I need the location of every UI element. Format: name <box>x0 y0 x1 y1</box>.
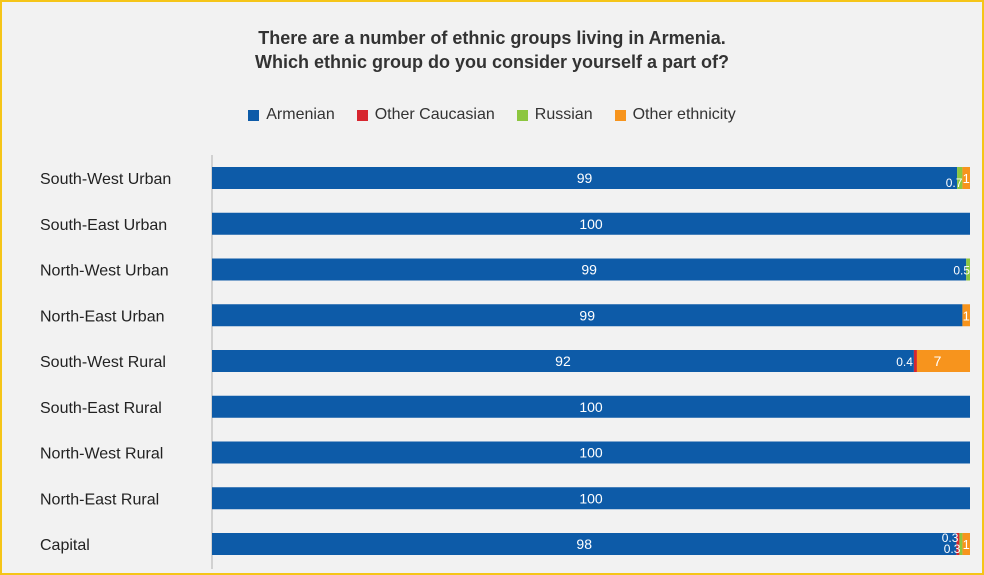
bar-other-ethnicity-capital <box>962 533 970 555</box>
data-label-armenian-south-west-urban: 99 <box>577 170 593 186</box>
chart-title-line-2: Which ethnic group do you consider yours… <box>254 52 730 72</box>
data-label-russian-north-west-urban: 0.5 <box>953 264 970 278</box>
category-label-south-east-urban: South-East Urban <box>40 217 167 234</box>
data-label-armenian-north-east-rural: 100 <box>579 490 603 506</box>
data-label-other-ethnicity-south-west-rural: 7 <box>934 353 942 369</box>
legend-swatch-russian <box>516 109 528 121</box>
chart-title-line-1: There are a number of ethnic groups livi… <box>258 28 726 48</box>
chart-title: There are a number of ethnic groups livi… <box>2 26 982 74</box>
data-label-armenian-north-west-urban: 99 <box>581 262 597 278</box>
bar-other-ethnicity-south-west-urban <box>962 167 970 189</box>
data-label-other-ethnicity-south-west-urban: 1 <box>963 171 970 186</box>
legend-swatch-other-ethnicity <box>614 109 626 121</box>
bar-armenian-south-west-rural <box>212 350 914 372</box>
category-label-north-east-rural: North-East Rural <box>40 491 159 508</box>
category-label-south-east-rural: South-East Rural <box>40 400 162 417</box>
data-label-russian-south-west-urban: 0.7 <box>946 176 963 190</box>
bar-armenian-north-east-rural <box>212 487 970 510</box>
category-label-north-east-urban: North-East Urban <box>40 308 165 325</box>
bar-other-caucasian-capital <box>956 533 960 555</box>
bar-other-ethnicity-north-east-urban <box>962 304 970 327</box>
legend-item-armenian: Armenian <box>248 106 335 124</box>
data-label-other-caucasian-south-west-rural: 0.4 <box>896 355 913 369</box>
bar-armenian-capital <box>212 533 957 555</box>
data-label-armenian-south-east-rural: 100 <box>579 399 603 415</box>
legend-item-russian: Russian <box>516 106 593 124</box>
data-label-armenian-south-west-rural: 92 <box>555 353 571 369</box>
legend-item-other-caucasian: Other Caucasian <box>356 106 495 124</box>
bar-russian-north-west-urban <box>966 258 970 281</box>
bar-armenian-north-west-rural <box>212 441 970 464</box>
data-label-armenian-south-east-urban: 100 <box>579 216 603 232</box>
data-label-armenian-north-west-rural: 100 <box>579 445 603 461</box>
bar-russian-south-west-urban <box>957 167 963 189</box>
legend-label-other-ethnicity: Other ethnicity <box>632 106 736 123</box>
category-label-capital: Capital <box>40 537 90 554</box>
category-label-north-west-rural: North-West Rural <box>40 446 163 463</box>
data-label-armenian-capital: 98 <box>576 536 592 552</box>
category-label-south-west-urban: South-West Urban <box>40 171 171 188</box>
data-label-armenian-north-east-urban: 99 <box>579 307 595 323</box>
legend-item-other-ethnicity: Other ethnicity <box>614 106 736 124</box>
chart-legend: Armenian Other Caucasian Russian Other e… <box>2 106 982 124</box>
bar-russian-capital <box>959 533 963 555</box>
category-label-south-west-rural: South-West Rural <box>40 354 166 371</box>
legend-swatch-other-caucasian <box>356 109 368 121</box>
legend-swatch-armenian <box>248 109 260 121</box>
bar-armenian-south-east-urban <box>212 212 970 235</box>
bar-armenian-north-west-urban <box>212 258 967 281</box>
bar-armenian-south-east-rural <box>212 395 970 418</box>
bar-armenian-north-east-urban <box>212 304 963 327</box>
bar-other-caucasian-south-west-rural <box>913 350 917 372</box>
legend-label-other-caucasian: Other Caucasian <box>374 106 495 123</box>
bar-other-ethnicity-south-west-rural <box>916 350 970 372</box>
bar-armenian-south-west-urban <box>212 167 958 189</box>
data-label-other-ethnicity-north-east-urban: 1 <box>963 308 970 323</box>
legend-label-armenian: Armenian <box>266 106 335 123</box>
legend-label-russian: Russian <box>534 106 593 123</box>
data-label-russian-capital: 0.3 <box>944 542 961 556</box>
data-label-other-caucasian-capital: 0.3 <box>942 531 959 545</box>
data-label-other-ethnicity-capital: 1 <box>963 537 970 552</box>
category-label-north-west-urban: North-West Urban <box>40 263 169 280</box>
